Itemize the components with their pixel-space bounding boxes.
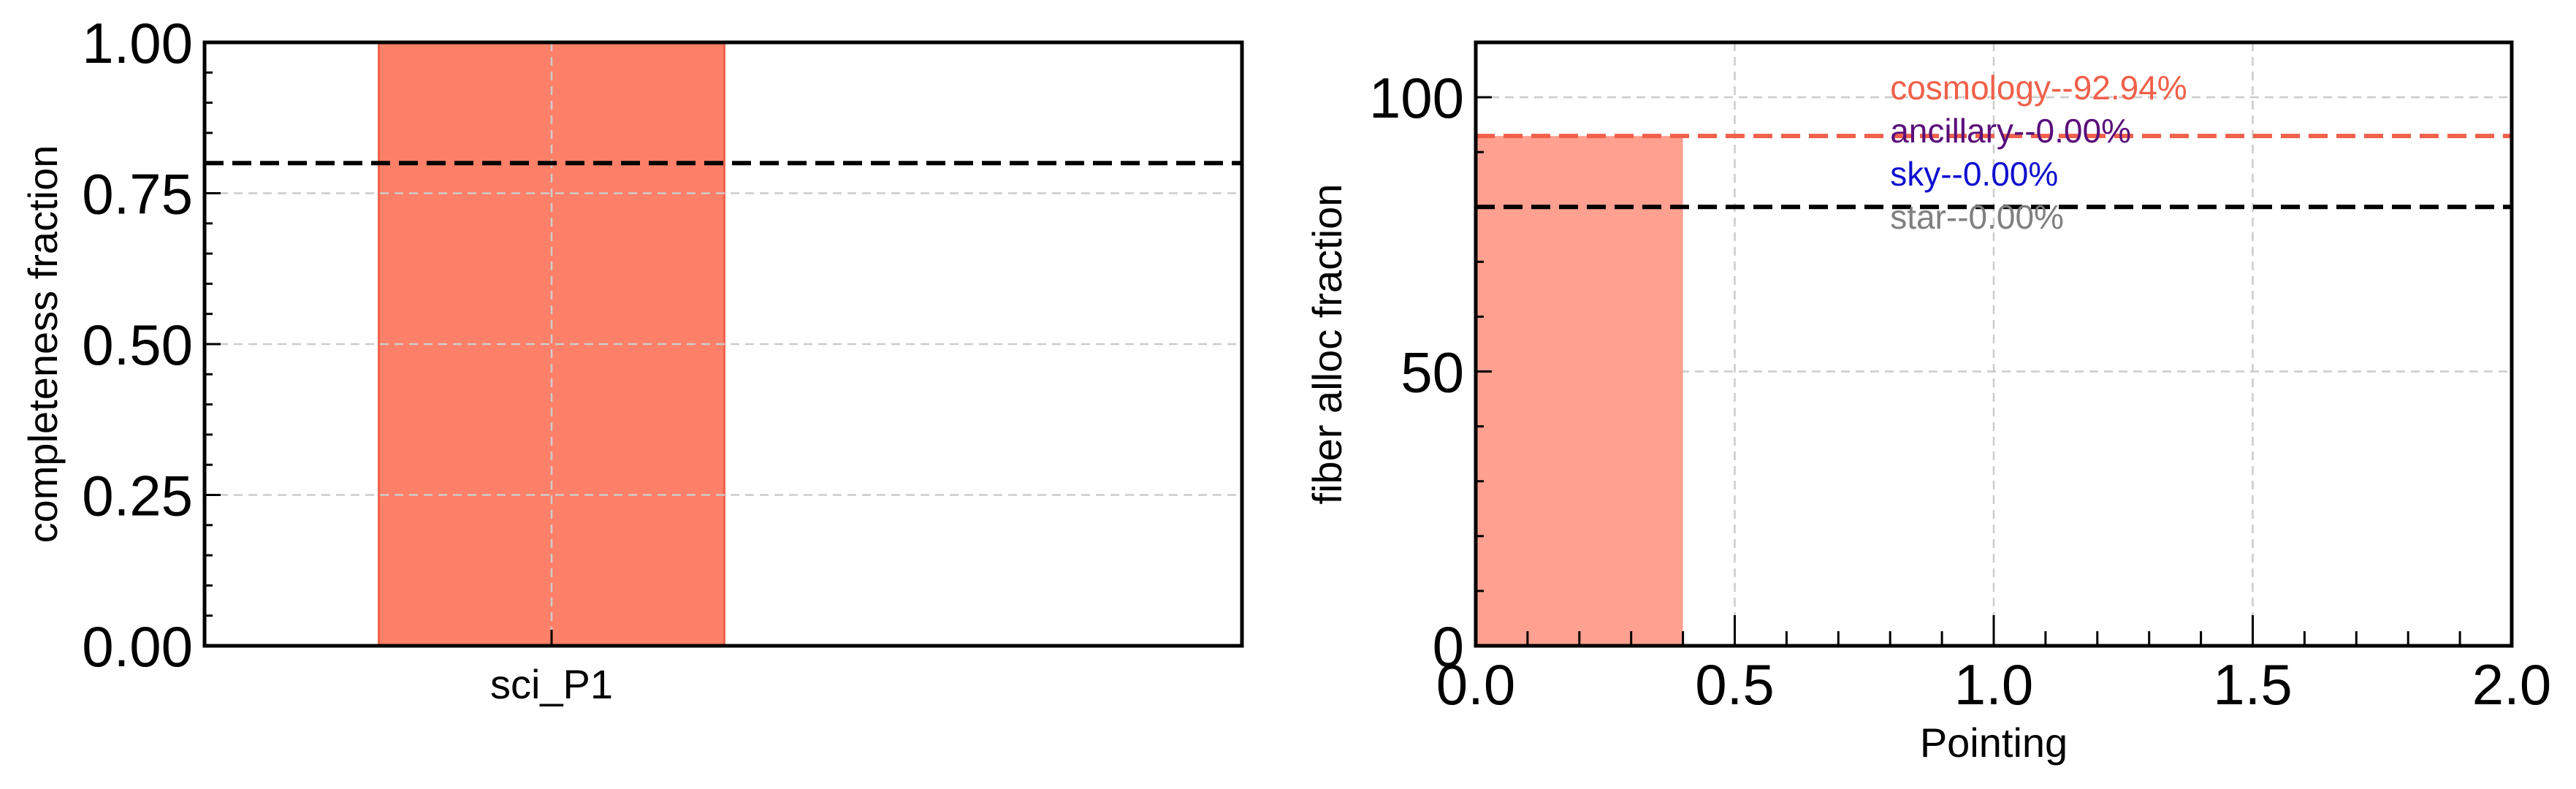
- y-tick-label: 0.50: [82, 313, 193, 377]
- y-tick-label: 0.75: [82, 162, 193, 226]
- x-tick-label: 0.5: [1695, 652, 1774, 717]
- y-tick-label: 1.00: [82, 11, 193, 75]
- x-tick-label: 2.0: [2472, 652, 2551, 717]
- fiber-alloc-chart: cosmology--92.94% ancillary--0.00% sky--0.…: [1304, 40, 2551, 766]
- x-tick-label: 1.0: [1954, 652, 2033, 717]
- y-axis-label: fiber alloc fraction: [1304, 184, 1350, 505]
- y-tick-label: 0: [1433, 614, 1464, 679]
- x-tick-label: 1.5: [2213, 652, 2292, 717]
- y-axis-label: completeness fraction: [20, 145, 66, 544]
- x-axis-label: Pointing: [1920, 720, 2068, 766]
- y-tick-label: 100: [1369, 66, 1464, 130]
- annotation-cosmology: cosmology--92.94%: [1890, 69, 2187, 107]
- x-category-label: sci_P1: [490, 661, 613, 707]
- annotation-sky: sky--0.00%: [1890, 155, 2058, 193]
- y-tick-label: 50: [1401, 340, 1464, 405]
- annotation-star: star--0.00%: [1890, 198, 2064, 236]
- completeness-chart: 0.00 0.25 0.50 0.75 1.00 sci_P1 completeness f…: [20, 11, 1244, 707]
- y-tick-label: 0.25: [82, 464, 193, 528]
- x-tick-label: 0.0: [1436, 652, 1515, 717]
- annotation-ancillary: ancillary--0.00%: [1890, 112, 2131, 150]
- y-tick-label: 0.00: [82, 614, 193, 679]
- bar-pointing-0: [1476, 136, 1683, 646]
